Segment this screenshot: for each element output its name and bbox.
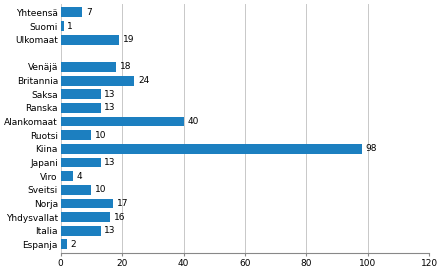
Bar bbox=[61, 144, 362, 154]
Text: 19: 19 bbox=[123, 35, 134, 44]
Text: 13: 13 bbox=[104, 103, 116, 112]
Bar bbox=[61, 199, 113, 208]
Text: 17: 17 bbox=[117, 199, 128, 208]
Bar bbox=[61, 7, 82, 17]
Bar bbox=[61, 76, 134, 85]
Text: 13: 13 bbox=[104, 226, 116, 235]
Bar bbox=[61, 239, 67, 249]
Bar bbox=[61, 21, 64, 31]
Bar bbox=[61, 117, 183, 126]
Text: 10: 10 bbox=[95, 185, 107, 194]
Text: 16: 16 bbox=[114, 213, 125, 222]
Text: 18: 18 bbox=[120, 63, 131, 72]
Text: 24: 24 bbox=[138, 76, 149, 85]
Bar bbox=[61, 103, 101, 113]
Bar bbox=[61, 212, 110, 222]
Bar bbox=[61, 157, 101, 167]
Bar bbox=[61, 89, 101, 99]
Text: 13: 13 bbox=[104, 158, 116, 167]
Text: 13: 13 bbox=[104, 90, 116, 99]
Text: 1: 1 bbox=[68, 21, 73, 30]
Bar bbox=[61, 171, 73, 181]
Bar bbox=[61, 226, 101, 236]
Text: 98: 98 bbox=[366, 144, 377, 153]
Bar bbox=[61, 35, 119, 45]
Text: 10: 10 bbox=[95, 131, 107, 140]
Bar bbox=[61, 130, 91, 140]
Bar bbox=[61, 62, 116, 72]
Text: 7: 7 bbox=[86, 8, 91, 17]
Text: 4: 4 bbox=[76, 172, 82, 181]
Text: 40: 40 bbox=[187, 117, 198, 126]
Bar bbox=[61, 185, 91, 195]
Text: 2: 2 bbox=[71, 240, 76, 249]
